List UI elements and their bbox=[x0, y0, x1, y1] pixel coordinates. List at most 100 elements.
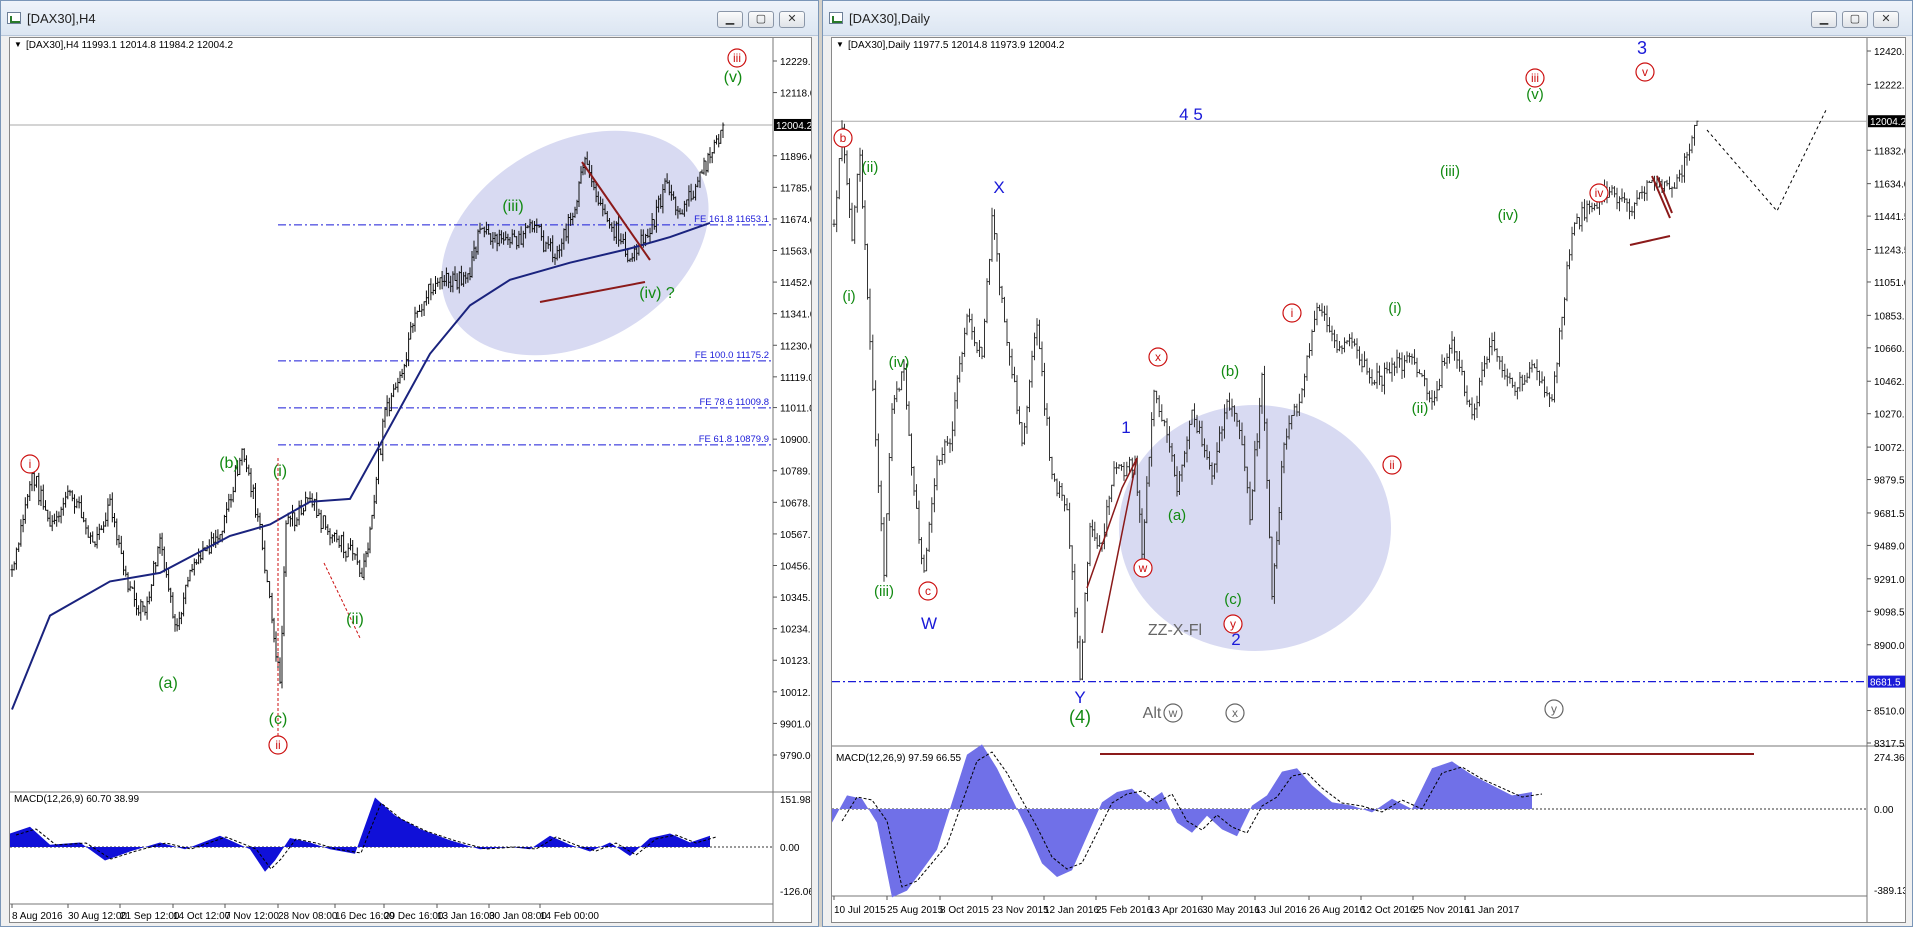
wave-label-c-circle bbox=[918, 581, 938, 601]
time-axis-label: 29 Dec 16:00 bbox=[384, 911, 444, 922]
price-tick-label: 10123.0 bbox=[780, 656, 812, 667]
wave-label-ii-minor: (ii) bbox=[862, 159, 879, 176]
wave-label-iv: iv bbox=[1595, 186, 1604, 200]
price-tick-label: 9098.5 bbox=[1874, 607, 1905, 618]
wave-label-ii: ii bbox=[1389, 458, 1394, 472]
time-axis-label: 14 Feb 00:00 bbox=[540, 911, 599, 922]
dropdown-icon: ▼ bbox=[836, 40, 844, 49]
highlight-ellipse bbox=[441, 130, 709, 356]
time-axis-label: 21 Sep 12:00 bbox=[120, 911, 180, 922]
trendline-triangle-side bbox=[1656, 175, 1673, 214]
alt-wave-y-circle bbox=[1544, 699, 1564, 719]
minimize-button[interactable]: ▁ bbox=[1811, 11, 1837, 28]
daily-chart-area[interactable]: ▼ [DAX30],Daily 11977.5 12014.8 11973.9 1… bbox=[831, 37, 1906, 923]
wave-label-iii-circle bbox=[1525, 68, 1545, 88]
chart-window-icon bbox=[829, 12, 843, 24]
price-tick-label: 12004.2 bbox=[1870, 117, 1906, 128]
wave-label-4-5: 4 5 bbox=[1179, 105, 1203, 124]
wave-label-2: 2 bbox=[1231, 630, 1240, 649]
time-axis-label: 30 Jan 08:00 bbox=[489, 911, 547, 922]
price-tick-label: 8681.5 bbox=[1870, 678, 1901, 689]
price-tick-label: 11832.0 bbox=[1874, 146, 1906, 157]
wave-label-ii-circle bbox=[1382, 455, 1402, 475]
time-axis-label: 13 Jul 2016 bbox=[1255, 905, 1307, 916]
daily-price-chart-svg[interactable]: ▼ [DAX30],Daily 11977.5 12014.8 11973.9 1… bbox=[832, 38, 1906, 923]
trendline-lower bbox=[1629, 235, 1671, 246]
chart-header: [DAX30],H4 11993.1 12014.8 11984.2 12004… bbox=[26, 40, 233, 51]
time-axis-label: 25 Feb 2016 bbox=[1096, 905, 1153, 916]
price-tick-label: 10012.0 bbox=[780, 688, 812, 699]
fib-level-label: FE 100.0 11175.2 bbox=[695, 350, 769, 361]
price-tick-label: 11119.0 bbox=[780, 373, 812, 384]
macd-label: MACD(12,26,9) 60.70 38.99 bbox=[14, 794, 140, 805]
h4-chart-area[interactable]: ▼ [DAX30],H4 11993.1 12014.8 11984.2 1200… bbox=[9, 37, 812, 923]
price-tick-label: 12118.0 bbox=[780, 89, 812, 100]
price-bars bbox=[10, 122, 725, 689]
price-tick-label: 11674.0 bbox=[780, 215, 812, 226]
price-tick-label: 10789.0 bbox=[780, 467, 812, 478]
price-tick-label: 10234.0 bbox=[780, 625, 812, 636]
close-button[interactable]: ✕ bbox=[779, 11, 805, 28]
price-tick-label: 11634.0 bbox=[1874, 180, 1906, 191]
close-button[interactable]: ✕ bbox=[1873, 11, 1899, 28]
macd-signal-line bbox=[841, 751, 1543, 888]
wave-label-i-circle bbox=[1282, 303, 1302, 323]
time-axis-label: 8 Oct 2015 bbox=[940, 905, 989, 916]
price-tick-label: 12229.0 bbox=[780, 57, 812, 68]
time-axis-label: 10 Jul 2015 bbox=[834, 905, 886, 916]
wave-label-zz-x-fl: ZZ-X-Fl bbox=[1148, 622, 1202, 639]
wave-label-v: (v) bbox=[724, 69, 743, 86]
wave-label-iii-minor: (iii) bbox=[502, 198, 523, 215]
macd-axis-label: -389.13 bbox=[1874, 886, 1906, 897]
time-axis-label: 23 Nov 2015 bbox=[992, 905, 1049, 916]
price-tick-label: 12222.5 bbox=[1874, 80, 1906, 91]
price-tick-label: 10270.0 bbox=[1874, 410, 1906, 421]
price-tick-label: 11563.0 bbox=[780, 247, 812, 258]
price-tick-label: 10345.0 bbox=[780, 593, 812, 604]
wave-label-iii-circle bbox=[727, 48, 747, 68]
window-titlebar[interactable]: [DAX30],Daily ▁ ▢ ✕ bbox=[823, 1, 1912, 36]
window-titlebar[interactable]: [DAX30],H4 ▁ ▢ ✕ bbox=[1, 1, 818, 36]
h4-chart-window[interactable]: [DAX30],H4 ▁ ▢ ✕ ▼ [DAX30],H4 11993.1 120… bbox=[0, 0, 819, 927]
alt-wave-x: x bbox=[1232, 706, 1238, 720]
wave-label-i: i bbox=[29, 457, 32, 471]
wave-label-iv-minor: (iv) bbox=[889, 354, 910, 371]
h4-price-chart-svg[interactable]: ▼ [DAX30],H4 11993.1 12014.8 11984.2 1200… bbox=[10, 38, 812, 923]
wave-label-X: X bbox=[993, 178, 1004, 197]
wave-label-ii-small: (ii) bbox=[1412, 400, 1429, 417]
wave-label-3: 3 bbox=[1637, 38, 1647, 58]
wave-label-iv: (iv) ? bbox=[639, 285, 675, 302]
wave-label-b: b bbox=[840, 131, 847, 145]
time-axis-label: 11 Jan 2017 bbox=[1465, 905, 1520, 916]
wave-label-ii: ii bbox=[275, 738, 280, 752]
macd-histogram bbox=[832, 744, 1532, 898]
wave-label-y-circle bbox=[1223, 614, 1243, 634]
wave-label-c-minor: (c) bbox=[1224, 591, 1242, 608]
wave-label-a: (a) bbox=[158, 675, 178, 692]
price-tick-label: 9489.0 bbox=[1874, 541, 1905, 552]
price-tick-label: 11896.0 bbox=[780, 152, 812, 163]
price-tick-label: 10678.0 bbox=[780, 498, 812, 509]
alt-wave-y: y bbox=[1551, 702, 1557, 716]
trendline-lower bbox=[539, 281, 646, 303]
minimize-button[interactable]: ▁ bbox=[717, 11, 743, 28]
daily-chart-window[interactable]: [DAX30],Daily ▁ ▢ ✕ ▼ [DAX30],Daily 11977… bbox=[822, 0, 1913, 927]
window-title: [DAX30],Daily bbox=[849, 11, 930, 26]
wave-label-i-circle bbox=[20, 454, 40, 474]
price-tick-label: 10456.0 bbox=[780, 561, 812, 572]
maximize-button[interactable]: ▢ bbox=[748, 11, 774, 28]
time-axis-label: 30 May 2016 bbox=[1202, 905, 1260, 916]
moving-average-line bbox=[11, 221, 711, 710]
maximize-button[interactable]: ▢ bbox=[1842, 11, 1868, 28]
alt-wave-x-circle bbox=[1225, 703, 1245, 723]
price-tick-label: 11341.0 bbox=[780, 310, 812, 321]
price-tick-label: 11785.0 bbox=[780, 183, 812, 194]
wave-label-iii: iii bbox=[733, 51, 741, 65]
macd-axis-label: -126.06 bbox=[780, 887, 812, 898]
price-tick-label: 10567.0 bbox=[780, 530, 812, 541]
wave-label-iii-minor: (iii) bbox=[874, 583, 894, 600]
time-axis-label: 26 Aug 2016 bbox=[1309, 905, 1366, 916]
dropdown-icon: ▼ bbox=[14, 40, 22, 49]
price-tick-label: 9681.5 bbox=[1874, 509, 1905, 520]
macd-axis-label: 151.98 bbox=[780, 795, 811, 806]
